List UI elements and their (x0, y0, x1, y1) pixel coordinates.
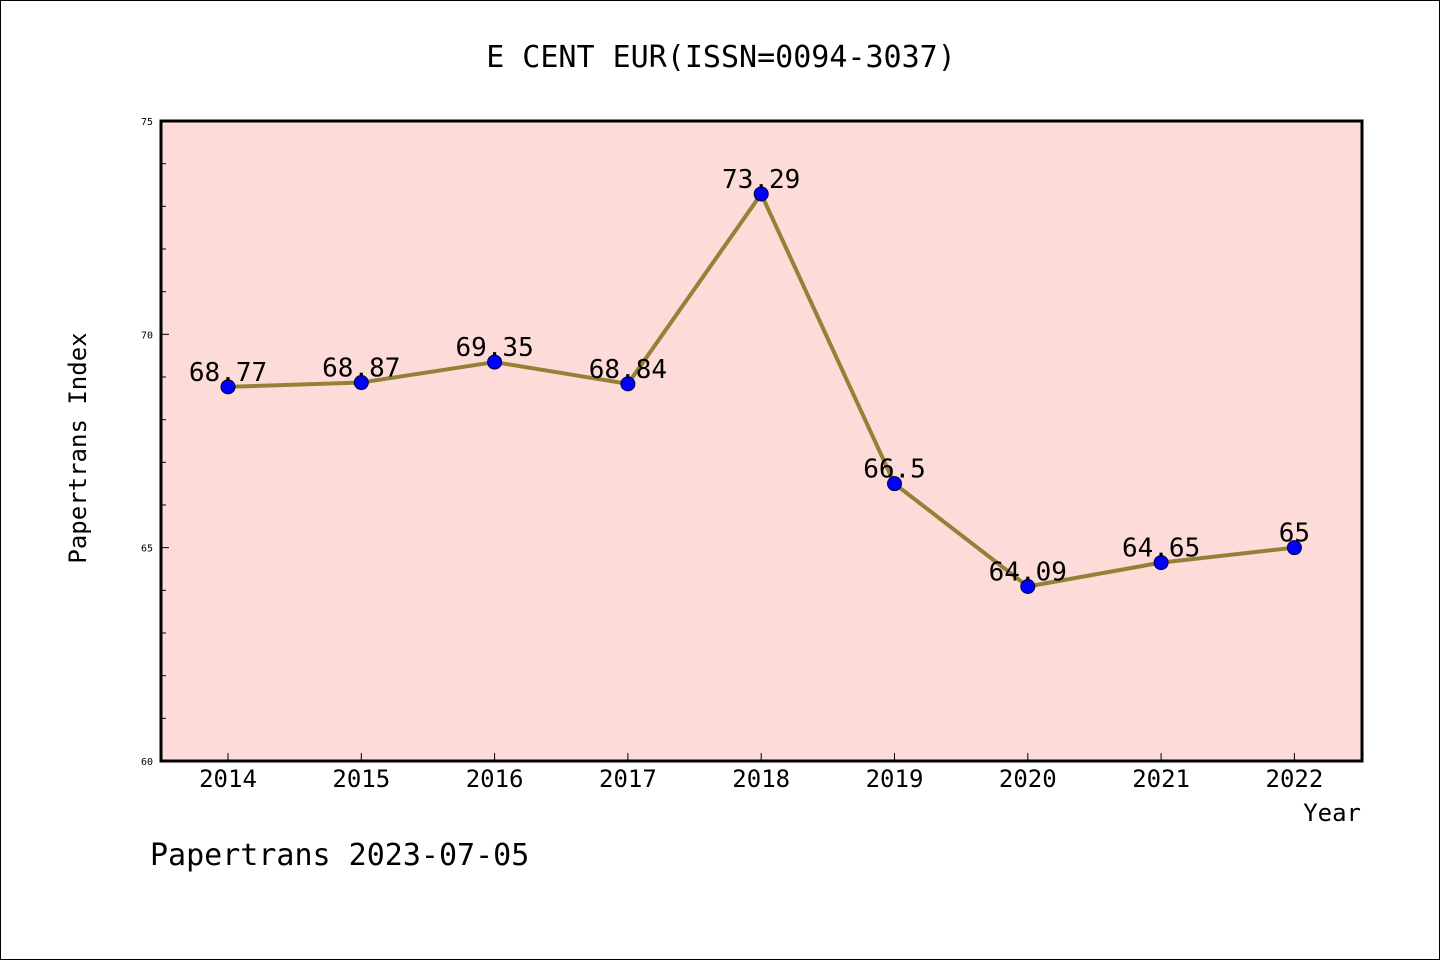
x-tick-label: 2016 (466, 765, 524, 793)
y-tick-label: 70 (141, 330, 153, 341)
data-label: 68.84 (589, 355, 667, 385)
data-point-marker (220, 379, 236, 395)
data-label: 73.29 (722, 165, 800, 195)
data-label: 68.77 (189, 358, 267, 388)
x-axis-label: Year (1303, 799, 1361, 827)
y-tick-label: 75 (141, 117, 153, 128)
y-tick-label: 60 (141, 757, 153, 768)
x-tick-label: 2021 (1132, 765, 1190, 793)
data-point-marker (753, 186, 769, 202)
x-tick-label: 2020 (999, 765, 1057, 793)
x-tick-label: 2017 (599, 765, 657, 793)
data-point-marker (1153, 555, 1169, 571)
data-point-marker (353, 375, 369, 391)
data-label: 68.87 (322, 354, 400, 384)
chart-title: E CENT EUR(ISSN=0094-3037) (486, 40, 956, 75)
data-label: 69.35 (455, 333, 533, 363)
data-point-marker (887, 476, 902, 492)
plot-area (161, 121, 1362, 761)
data-points (220, 186, 1302, 594)
x-tick-label: 2018 (732, 765, 790, 793)
x-tick-label: 2014 (199, 765, 257, 793)
data-label: 64.65 (1122, 534, 1200, 564)
data-label: 66.5 (863, 455, 926, 485)
x-tick-label: 2015 (332, 765, 390, 793)
data-point-marker (620, 376, 636, 392)
data-label: 64.09 (989, 557, 1067, 587)
x-tick-label: 2019 (866, 765, 924, 793)
data-point-marker (487, 354, 503, 370)
y-axis-label: Papertrans Index (64, 332, 92, 563)
x-tick-label: 2022 (1266, 765, 1324, 793)
data-point-marker (1286, 540, 1302, 556)
data-label: 65 (1279, 519, 1310, 549)
y-tick-label: 65 (141, 544, 153, 555)
data-labels: 68.77 68.87 69.35 68.84 73.29 66.5 64.09 64.65 6… (189, 165, 1310, 588)
footer-date-text: Papertrans 2023-07-05 (150, 838, 529, 873)
plot-border (159, 119, 1364, 763)
data-point-marker (1020, 578, 1036, 594)
x-axis-ticks: 2014 2015 2016 2017 2018 2019 2020 2021 2022 (199, 753, 1323, 793)
